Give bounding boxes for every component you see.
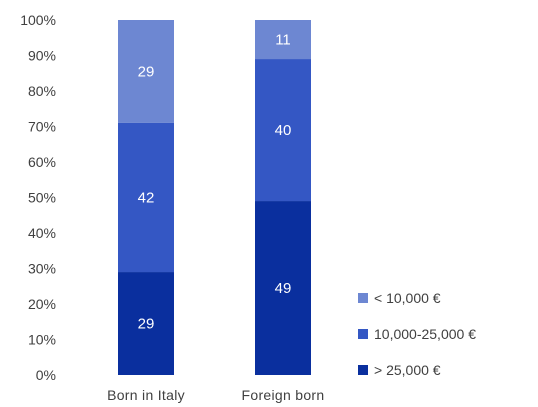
y-tick-label: 40%: [28, 225, 56, 241]
bar-segment: [255, 20, 311, 60]
x-category-label: Foreign born: [242, 387, 325, 403]
y-tick-label: 20%: [28, 296, 56, 312]
data-label: 29: [138, 63, 155, 80]
legend-label: 10,000-25,000 €: [374, 326, 476, 342]
y-tick-label: 0%: [36, 367, 56, 383]
data-label: 29: [138, 316, 155, 333]
bar-segment: [255, 59, 311, 202]
bar-segment: [118, 272, 174, 375]
y-tick-label: 100%: [20, 12, 56, 28]
y-tick-label: 90%: [28, 48, 56, 64]
y-tick-label: 10%: [28, 332, 56, 348]
data-label: 40: [275, 122, 292, 139]
y-tick-label: 70%: [28, 119, 56, 135]
data-label: 42: [138, 190, 155, 207]
legend-swatch: [358, 365, 368, 375]
y-tick-label: 60%: [28, 154, 56, 170]
legend: < 10,000 € 10,000-25,000 € > 25,000 €: [358, 290, 476, 378]
bar-segment: [255, 201, 311, 375]
y-tick-label: 50%: [28, 190, 56, 206]
legend-swatch: [358, 293, 368, 303]
legend-swatch: [358, 329, 368, 339]
data-label: 11: [275, 32, 291, 49]
data-label: 49: [275, 280, 292, 297]
legend-label: < 10,000 €: [374, 290, 441, 306]
bar-segment: [118, 20, 174, 123]
x-axis-categories: Born in Italy Foreign born: [107, 387, 324, 403]
bar-segment: [118, 122, 174, 273]
y-tick-label: 80%: [28, 83, 56, 99]
y-tick-label: 30%: [28, 261, 56, 277]
bars: 29 42 29 49 40 11: [118, 20, 311, 375]
y-axis-ticks: 0% 10% 20% 30% 40% 50% 60% 70% 80% 90% 100%: [20, 12, 56, 383]
x-category-label: Born in Italy: [107, 387, 185, 403]
legend-label: > 25,000 €: [374, 362, 441, 378]
